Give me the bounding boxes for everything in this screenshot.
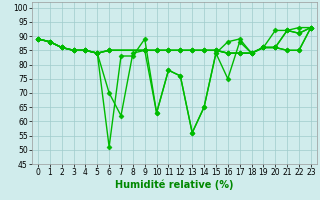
X-axis label: Humidité relative (%): Humidité relative (%) bbox=[115, 180, 234, 190]
